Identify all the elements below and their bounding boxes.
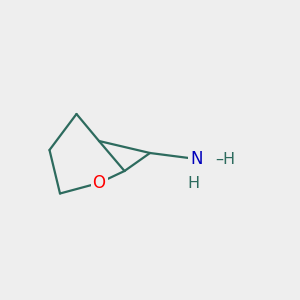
Text: –H: –H xyxy=(215,152,235,166)
Text: H: H xyxy=(188,176,200,191)
Text: O: O xyxy=(92,174,106,192)
Text: N: N xyxy=(190,150,203,168)
